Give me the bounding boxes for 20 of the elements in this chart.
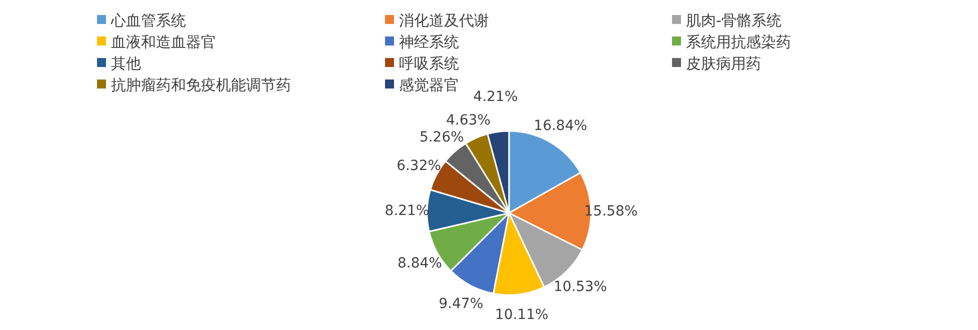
- legend-label: 呼吸系统: [399, 54, 459, 72]
- legend-label: 抗肿瘤药和免疫机能调节药: [111, 76, 291, 94]
- data-label: 9.47%: [438, 296, 484, 312]
- data-label: 10.53%: [554, 278, 607, 295]
- legend-label: 感觉器官: [399, 76, 459, 94]
- legend-label: 心血管系统: [110, 11, 186, 30]
- legend-label: 血液和造血器官: [111, 32, 216, 51]
- data-label: 10.11%: [495, 307, 548, 324]
- data-label: 16.84%: [534, 118, 588, 134]
- legend-label: 神经系统: [399, 32, 459, 51]
- data-label: 4.63%: [446, 112, 491, 128]
- legend-label: 其他: [111, 54, 141, 72]
- data-label: 4.21%: [473, 88, 518, 105]
- legend-label: 皮肤病用药: [686, 54, 761, 72]
- legend-label: 系统用抗感染药: [686, 32, 791, 51]
- legend-label: 消化道及代谢: [399, 11, 489, 30]
- data-label: 6.32%: [396, 158, 442, 174]
- data-label: 8.84%: [398, 255, 442, 272]
- data-label: 5.26%: [419, 129, 464, 146]
- legend-label: 肌肉-骨骼系统: [686, 11, 782, 30]
